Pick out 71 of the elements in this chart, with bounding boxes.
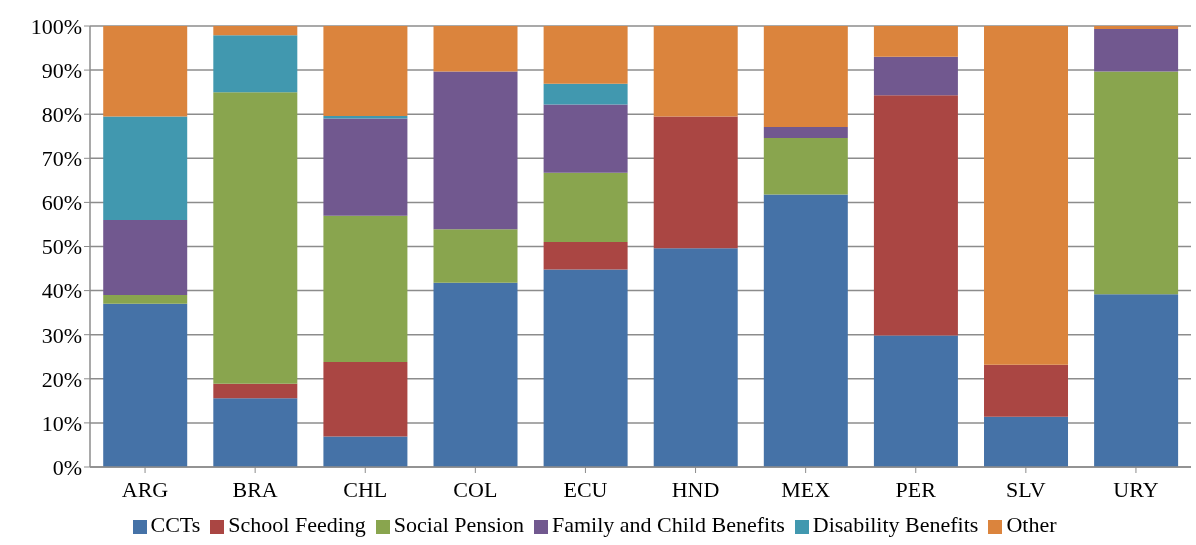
bar bbox=[1094, 71, 1179, 295]
y-tick-label: 10% bbox=[41, 410, 82, 436]
bar bbox=[763, 126, 848, 139]
y-tick-label: 70% bbox=[41, 146, 82, 172]
bar bbox=[543, 172, 628, 243]
x-tick-label: HND bbox=[671, 476, 720, 502]
bar bbox=[213, 383, 298, 399]
bar bbox=[873, 26, 958, 57]
bar bbox=[984, 364, 1069, 417]
bar bbox=[213, 26, 298, 36]
bar bbox=[323, 118, 408, 216]
y-tick-label: 30% bbox=[41, 322, 82, 348]
bar bbox=[1094, 29, 1179, 72]
legend-label: School Feeding bbox=[228, 512, 366, 537]
legend-label: CCTs bbox=[150, 512, 201, 537]
bar bbox=[213, 35, 298, 93]
bar bbox=[323, 436, 408, 467]
y-tick-label: 20% bbox=[41, 366, 82, 392]
bar bbox=[433, 26, 518, 72]
bar bbox=[323, 362, 408, 437]
bar bbox=[873, 95, 958, 336]
legend-label: Disability Benefits bbox=[812, 512, 979, 537]
bar bbox=[873, 56, 958, 96]
bar bbox=[763, 26, 848, 127]
bar bbox=[653, 116, 738, 249]
y-tick-label: 90% bbox=[41, 57, 82, 83]
bar bbox=[103, 26, 188, 117]
bar bbox=[103, 116, 188, 221]
bar bbox=[653, 248, 738, 467]
bar bbox=[433, 229, 518, 283]
x-tick-label: BRA bbox=[232, 476, 278, 502]
bar bbox=[323, 215, 408, 363]
bar bbox=[543, 104, 628, 173]
bar bbox=[433, 71, 518, 230]
bar bbox=[763, 194, 848, 467]
y-tick-label: 40% bbox=[41, 278, 82, 304]
bar bbox=[653, 26, 738, 117]
legend-label: Family and Child Benefits bbox=[551, 512, 785, 537]
bar bbox=[433, 282, 518, 467]
y-tick-label: 80% bbox=[41, 102, 82, 128]
bar bbox=[543, 269, 628, 467]
bar bbox=[1094, 26, 1179, 30]
bar bbox=[323, 26, 408, 116]
legend-label: Social Pension bbox=[393, 512, 524, 537]
x-tick-label: CHL bbox=[343, 476, 388, 502]
y-tick-label: 50% bbox=[41, 234, 82, 260]
bar bbox=[323, 115, 408, 119]
x-tick-label: SLV bbox=[1006, 476, 1046, 502]
bar bbox=[984, 416, 1069, 467]
bar bbox=[213, 92, 298, 384]
bar bbox=[543, 242, 628, 270]
bar bbox=[1094, 294, 1179, 467]
bar bbox=[103, 220, 188, 296]
bar bbox=[213, 398, 298, 467]
bar bbox=[103, 303, 188, 467]
x-tick-label: MEX bbox=[781, 476, 831, 502]
bar bbox=[543, 83, 628, 105]
x-tick-label: URY bbox=[1113, 476, 1159, 502]
x-tick-label: COL bbox=[453, 476, 498, 502]
x-tick-label: ARG bbox=[121, 476, 169, 502]
y-tick-label: 100% bbox=[30, 13, 82, 39]
x-tick-label: PER bbox=[895, 476, 937, 502]
x-tick-label: ECU bbox=[563, 476, 608, 502]
bar bbox=[873, 335, 958, 467]
bar bbox=[103, 295, 188, 304]
legend-label: Other bbox=[1006, 512, 1057, 537]
y-tick-label: 60% bbox=[41, 190, 82, 216]
y-tick-label: 0% bbox=[52, 454, 82, 480]
bar bbox=[763, 138, 848, 195]
bar bbox=[984, 26, 1069, 365]
bar bbox=[543, 26, 628, 84]
